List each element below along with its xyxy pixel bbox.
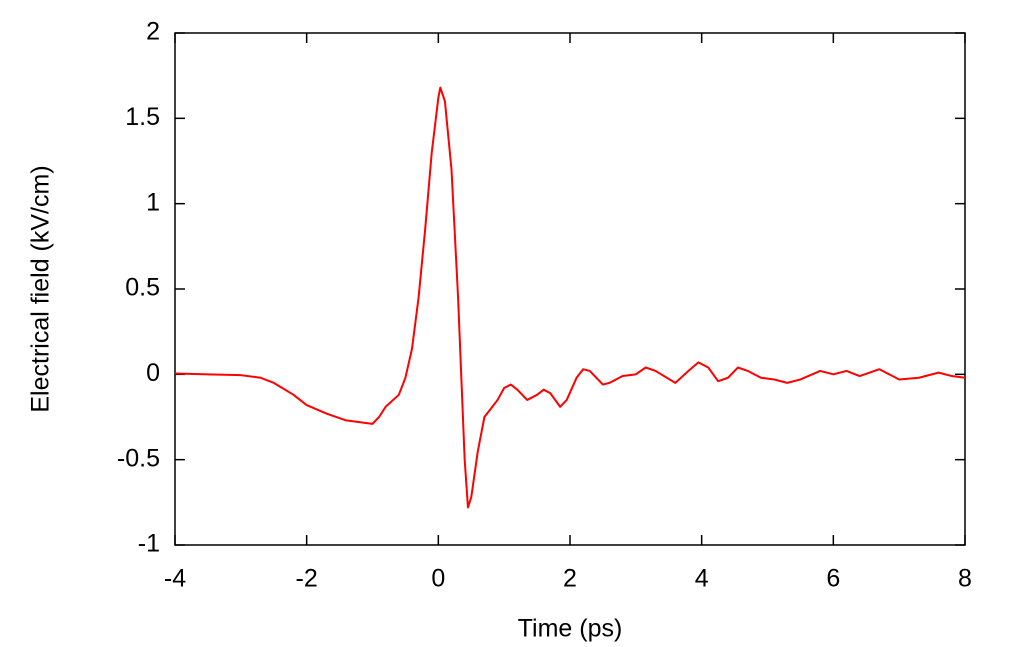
y-tick-label: 0.5: [125, 274, 160, 302]
data-line: [174, 86, 966, 509]
x-tick-label: 6: [826, 565, 840, 593]
y-tick-label: 1.5: [125, 103, 160, 131]
x-axis-label: Time (ps): [518, 615, 623, 643]
plot-frame: [174, 32, 966, 546]
y-tick-label: -1: [138, 530, 160, 558]
x-tick-label: 2: [563, 565, 577, 593]
y-tick-label: 1: [146, 188, 160, 216]
x-tick-label: 0: [431, 565, 445, 593]
x-tick-label: 4: [695, 565, 709, 593]
y-tick-label: 0: [146, 359, 160, 387]
y-tick-label: -0.5: [117, 444, 160, 472]
y-axis-label: Electrical field (kV/cm): [27, 165, 55, 412]
x-tick-label: -2: [296, 565, 318, 593]
x-tick-label: 8: [958, 565, 972, 593]
x-tick-label: -4: [164, 565, 186, 593]
y-tick-label: 2: [146, 18, 160, 46]
